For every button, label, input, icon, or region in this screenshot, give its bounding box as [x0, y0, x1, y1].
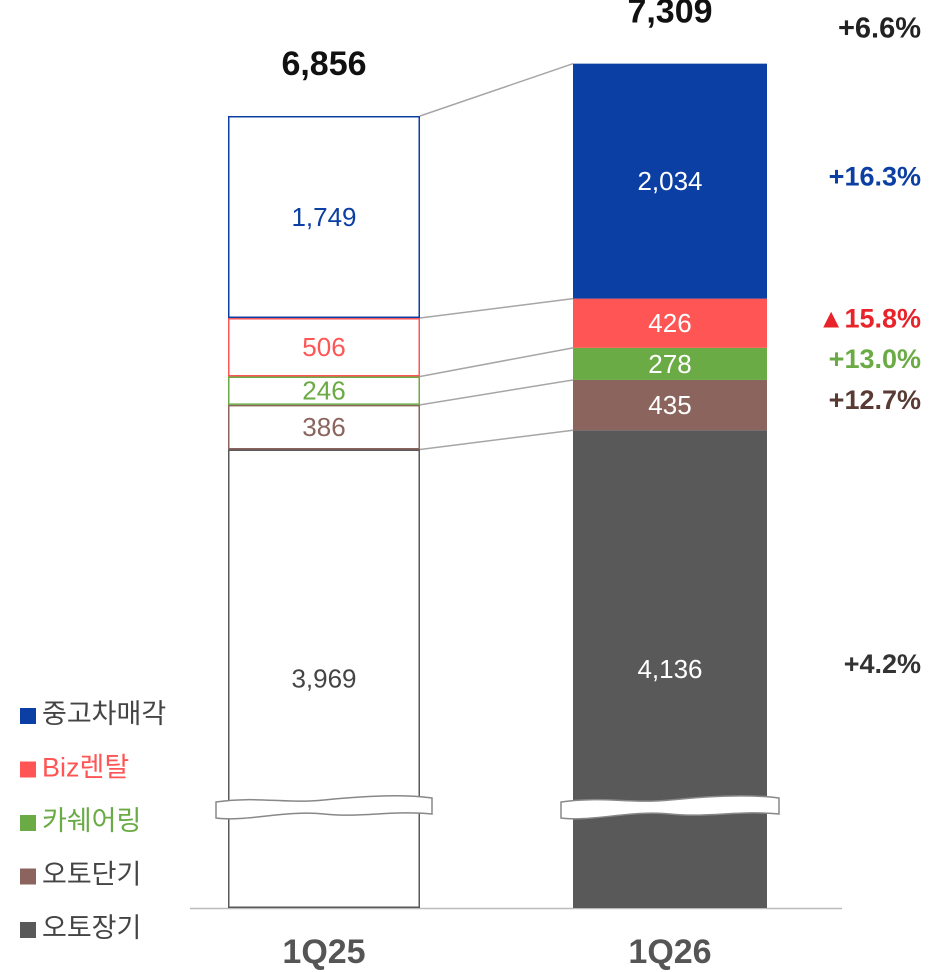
value-label: 506 — [302, 332, 345, 362]
bar-segment — [573, 298, 767, 348]
connector — [419, 297, 574, 319]
legend-label: Biz렌탈 — [42, 753, 129, 783]
growth-label: +12.7% — [829, 385, 921, 415]
value-label: 4,136 — [637, 654, 702, 684]
growth-label: ▲15.8% — [818, 303, 921, 333]
connector — [419, 379, 574, 406]
bar-segment — [228, 404, 420, 450]
axis-break — [215, 795, 433, 820]
legend-swatch — [20, 815, 36, 831]
total-label: 7,309 — [627, 0, 712, 31]
axis-break — [560, 795, 780, 820]
value-label: 2,034 — [637, 166, 702, 196]
x-tick-label: 1Q26 — [628, 933, 711, 971]
total-label: 6,856 — [281, 45, 366, 83]
bar-segment — [573, 430, 767, 908]
bar-segment — [228, 449, 420, 908]
connector — [419, 347, 574, 378]
growth-label: +13.0% — [829, 344, 921, 374]
x-tick-label: 1Q25 — [282, 933, 365, 971]
value-label: 1,749 — [291, 202, 356, 232]
value-label: 246 — [302, 376, 345, 406]
connector — [419, 429, 574, 451]
legend-swatch — [20, 708, 36, 724]
value-label: 435 — [648, 390, 691, 420]
legend-label: 카쉐어링 — [42, 806, 141, 836]
bar-segment — [573, 63, 767, 299]
growth-label: +16.3% — [829, 161, 921, 191]
bar-segment — [573, 379, 767, 431]
bar-segment — [228, 376, 420, 405]
value-label: 3,969 — [291, 664, 356, 694]
legend-swatch — [20, 761, 36, 778]
value-label: 278 — [648, 349, 691, 379]
connector — [419, 62, 574, 117]
legend-label: 오토장기 — [42, 913, 141, 943]
bar-segment — [228, 115, 420, 319]
growth-label: +4.2% — [844, 649, 921, 679]
bar-segment — [228, 318, 420, 377]
legend-swatch — [20, 868, 36, 885]
legend-label: 중고차매각 — [42, 699, 166, 729]
value-label: 426 — [648, 308, 691, 338]
value-label: 386 — [302, 412, 345, 442]
legend-label: 오토단기 — [42, 860, 141, 890]
legend-swatch — [20, 922, 36, 938]
total-growth-label: +6.6% — [838, 13, 921, 45]
bar-segment — [573, 347, 767, 380]
